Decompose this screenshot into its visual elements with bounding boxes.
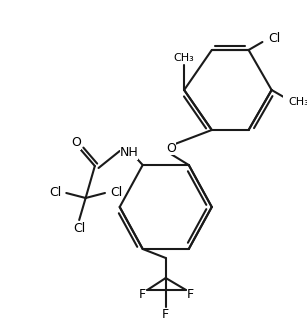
Text: O: O (166, 142, 176, 154)
Text: Cl: Cl (268, 31, 281, 45)
Text: NH: NH (119, 147, 138, 159)
Text: Cl: Cl (110, 186, 122, 200)
Text: CH₃: CH₃ (174, 53, 195, 63)
Text: F: F (162, 309, 169, 321)
Text: F: F (187, 288, 194, 302)
Text: F: F (139, 288, 146, 302)
Text: CH₃: CH₃ (289, 97, 307, 107)
Text: Cl: Cl (49, 186, 61, 200)
Text: O: O (72, 137, 81, 149)
Text: Cl: Cl (73, 221, 85, 235)
